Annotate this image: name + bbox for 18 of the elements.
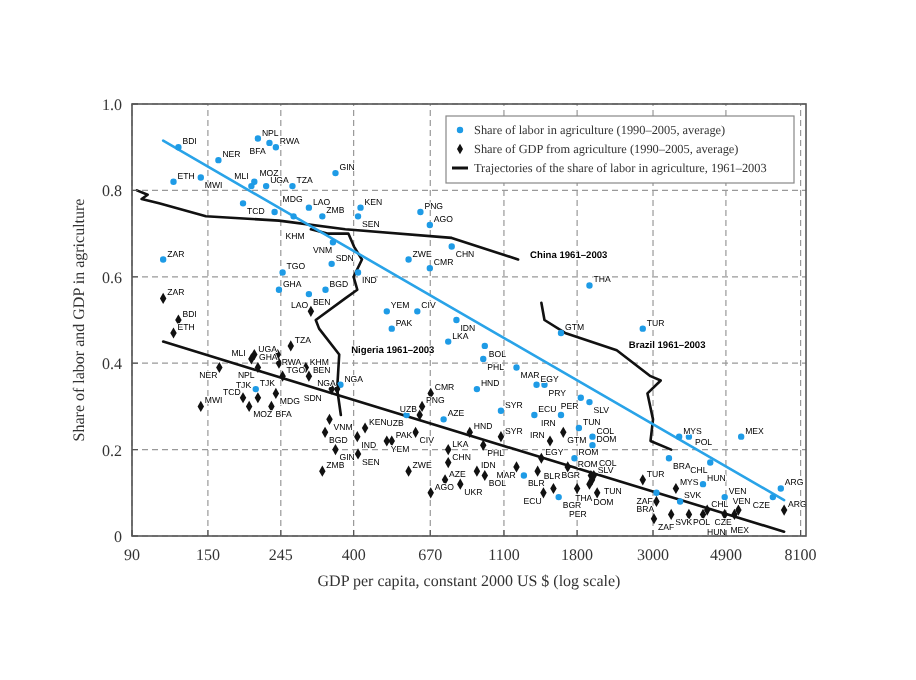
x-tick-label: 670 [418, 546, 443, 564]
y-tick-label: 0 [114, 528, 122, 546]
y-tick-label: 0.2 [102, 441, 122, 460]
x-tick-label: 245 [268, 546, 293, 564]
y-tick-label: 0.6 [102, 268, 122, 287]
x-tick-label: 4900 [709, 546, 742, 564]
y-axis-title: Share of labor and GDP in agriculture [70, 197, 88, 442]
x-tick-label: 90 [124, 546, 140, 564]
y-tick-label: 0.8 [102, 182, 122, 201]
x-tick-label: 8100 [784, 546, 817, 564]
x-tick-label: 3000 [637, 546, 670, 564]
x-tick-label: 1100 [488, 546, 520, 564]
x-axis-title: GDP per capita, constant 2000 US $ (log scale) [317, 572, 622, 590]
x-tick-label: 400 [341, 546, 366, 564]
y-tick-label: 1.0 [102, 96, 122, 114]
y-tick-label: 0.4 [102, 355, 122, 374]
x-tick-label: 1800 [561, 546, 594, 564]
x-tick-label: 150 [195, 546, 220, 564]
